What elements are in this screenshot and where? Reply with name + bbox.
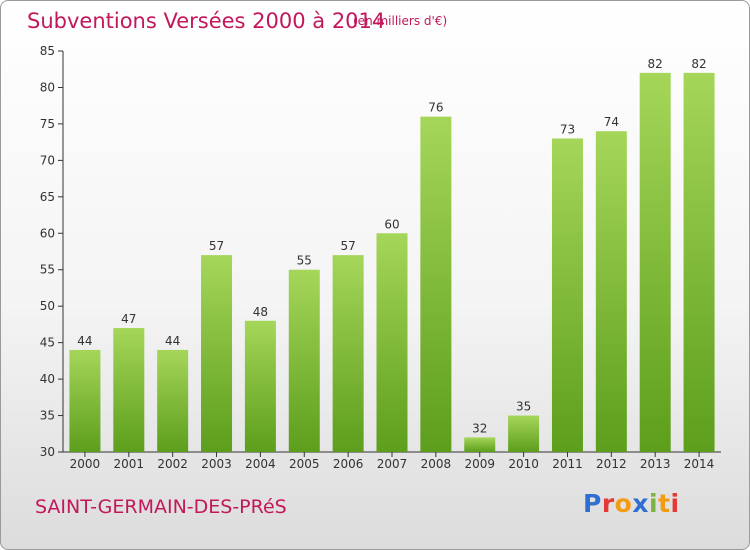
data-label-2012: 74 (604, 115, 619, 129)
data-label-2014: 82 (691, 57, 706, 71)
commune-name: SAINT-GERMAIN-DES-PRéS (35, 496, 287, 518)
proxiti-logo: Proxiti (583, 489, 680, 518)
data-label-2007: 60 (384, 217, 399, 231)
x-tick-label-2001: 2001 (114, 457, 145, 471)
data-label-2013: 82 (648, 57, 663, 71)
x-tick-label-2003: 2003 (201, 457, 232, 471)
bar-2013 (639, 72, 671, 452)
y-tick-label: 80 (40, 80, 55, 94)
bar-2002 (157, 349, 189, 452)
x-tick-label-2014: 2014 (684, 457, 715, 471)
chart-unit-label: (en milliers d'€) (353, 14, 448, 28)
bar-2012 (595, 131, 627, 452)
data-label-2008: 76 (428, 101, 443, 115)
x-tick-label-2004: 2004 (245, 457, 276, 471)
data-label-2004: 48 (253, 305, 268, 319)
bar-2008 (420, 116, 452, 453)
x-tick-label-2007: 2007 (377, 457, 408, 471)
y-tick-label: 35 (40, 409, 55, 423)
bar-2011 (551, 138, 583, 452)
y-tick-label: 60 (40, 226, 55, 240)
x-tick-label-2006: 2006 (333, 457, 364, 471)
x-tick-label-2010: 2010 (508, 457, 539, 471)
y-tick-label: 65 (40, 190, 55, 204)
x-tick-label-2005: 2005 (289, 457, 320, 471)
bar-2010 (508, 415, 540, 452)
y-tick-label: 50 (40, 299, 55, 313)
x-tick-label-2002: 2002 (157, 457, 188, 471)
bar-2003 (201, 255, 233, 452)
data-label-2005: 55 (297, 254, 312, 268)
data-label-2006: 57 (340, 239, 355, 253)
y-tick-label: 75 (40, 117, 55, 131)
bar-2006 (332, 255, 364, 452)
y-tick-label: 30 (40, 445, 55, 459)
y-tick-label: 45 (40, 336, 55, 350)
data-label-2010: 35 (516, 400, 531, 414)
y-tick-label: 40 (40, 372, 55, 386)
y-tick-label: 70 (40, 153, 55, 167)
x-tick-label-2000: 2000 (70, 457, 101, 471)
bar-2001 (113, 328, 145, 452)
x-tick-label-2013: 2013 (640, 457, 671, 471)
bar-2005 (288, 269, 320, 452)
x-tick-label-2008: 2008 (421, 457, 452, 471)
data-label-2009: 32 (472, 421, 487, 435)
x-tick-label-2012: 2012 (596, 457, 627, 471)
data-label-2001: 47 (121, 312, 136, 326)
bar-2007 (376, 233, 408, 452)
y-tick-label: 85 (40, 44, 55, 58)
bar-2000 (69, 349, 101, 452)
bar-2014 (683, 72, 715, 452)
bar-2004 (244, 320, 276, 452)
x-tick-label-2011: 2011 (552, 457, 583, 471)
chart-title: Subventions Versées 2000 à 2014 (27, 9, 386, 33)
bar-2009 (464, 437, 496, 452)
data-label-2000: 44 (77, 334, 92, 348)
x-tick-label-2009: 2009 (464, 457, 495, 471)
y-tick-label: 55 (40, 263, 55, 277)
data-label-2003: 57 (209, 239, 224, 253)
data-label-2002: 44 (165, 334, 180, 348)
data-label-2011: 73 (560, 122, 575, 136)
